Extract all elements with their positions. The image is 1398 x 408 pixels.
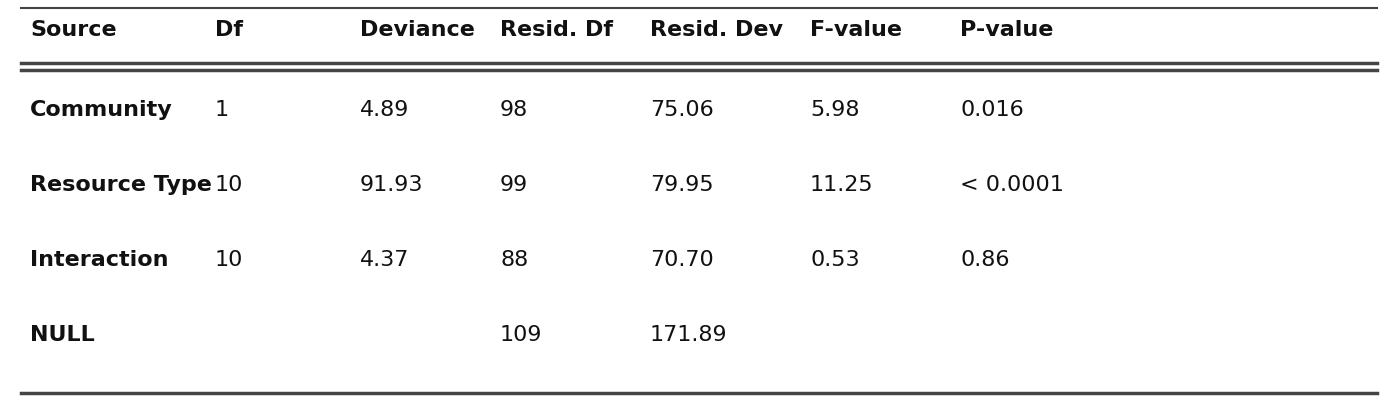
Text: < 0.0001: < 0.0001 <box>960 175 1064 195</box>
Text: Resid. Dev: Resid. Dev <box>650 20 783 40</box>
Text: Resid. Df: Resid. Df <box>500 20 612 40</box>
Text: Interaction: Interaction <box>29 250 169 270</box>
Text: 91.93: 91.93 <box>361 175 424 195</box>
Text: 0.53: 0.53 <box>809 250 860 270</box>
Text: Df: Df <box>215 20 243 40</box>
Text: 5.98: 5.98 <box>809 100 860 120</box>
Text: NULL: NULL <box>29 325 95 345</box>
Text: P-value: P-value <box>960 20 1053 40</box>
Text: 99: 99 <box>500 175 528 195</box>
Text: 4.89: 4.89 <box>361 100 410 120</box>
Text: 11.25: 11.25 <box>809 175 874 195</box>
Text: 171.89: 171.89 <box>650 325 727 345</box>
Text: 98: 98 <box>500 100 528 120</box>
Text: 79.95: 79.95 <box>650 175 713 195</box>
Text: 1: 1 <box>215 100 229 120</box>
Text: 109: 109 <box>500 325 542 345</box>
Text: 88: 88 <box>500 250 528 270</box>
Text: Community: Community <box>29 100 173 120</box>
Text: 0.016: 0.016 <box>960 100 1023 120</box>
Text: 75.06: 75.06 <box>650 100 714 120</box>
Text: 4.37: 4.37 <box>361 250 410 270</box>
Text: Resource Type: Resource Type <box>29 175 212 195</box>
Text: F-value: F-value <box>809 20 902 40</box>
Text: 0.86: 0.86 <box>960 250 1009 270</box>
Text: 10: 10 <box>215 250 243 270</box>
Text: 10: 10 <box>215 175 243 195</box>
Text: 70.70: 70.70 <box>650 250 714 270</box>
Text: Source: Source <box>29 20 116 40</box>
Text: Deviance: Deviance <box>361 20 475 40</box>
